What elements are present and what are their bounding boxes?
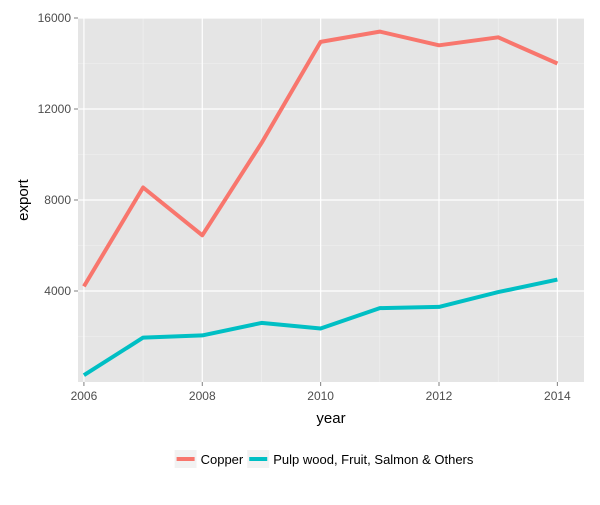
legend: Copper Pulp wood, Fruit, Salmon & Others — [174, 450, 474, 468]
legend-label-1: Copper — [201, 452, 244, 467]
y-tick-label: 8000 — [44, 193, 71, 207]
y-axis-title: export — [15, 178, 32, 221]
x-tick-label: 2010 — [307, 389, 334, 403]
series-line-2 — [82, 277, 558, 377]
series-line-1 — [82, 29, 559, 288]
y-tick-label: 12000 — [38, 102, 72, 116]
x-tick-label: 2006 — [71, 389, 98, 403]
x-tick-label: 2008 — [189, 389, 216, 403]
x-axis: 2006 2008 2010 2012 2014 — [71, 382, 571, 403]
y-tick-label: 4000 — [44, 284, 71, 298]
legend-item-2: Pulp wood, Fruit, Salmon & Others — [247, 450, 474, 468]
legend-item-1: Copper — [174, 450, 244, 468]
x-axis-title: year — [316, 410, 345, 427]
x-tick-label: 2014 — [544, 389, 571, 403]
series-lines — [82, 29, 559, 377]
y-tick-label: 16000 — [38, 11, 72, 25]
y-axis: 4000 8000 12000 16000 — [38, 11, 78, 298]
legend-label-2: Pulp wood, Fruit, Salmon & Others — [273, 452, 474, 467]
x-tick-label: 2012 — [426, 389, 453, 403]
